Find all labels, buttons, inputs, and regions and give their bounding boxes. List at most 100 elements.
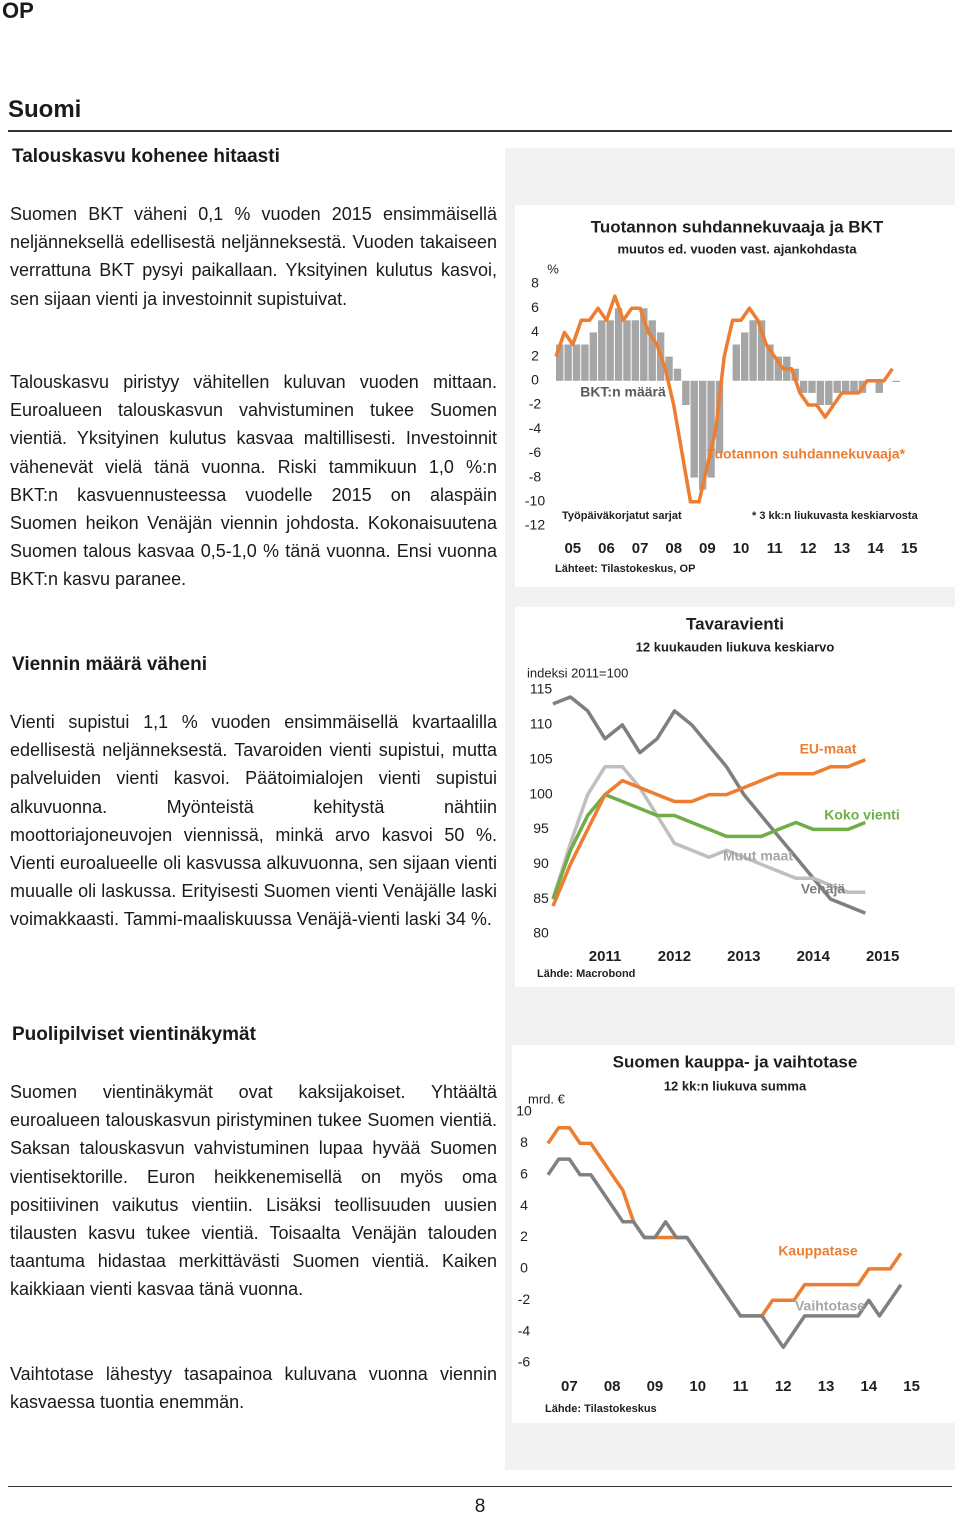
- chart-background: [515, 205, 955, 587]
- y-tick-label: 4: [531, 323, 539, 339]
- chart-source: Lähde: Tilastokeskus: [545, 1403, 657, 1415]
- x-tick-label: 2012: [658, 948, 691, 965]
- bar: [623, 320, 631, 381]
- x-tick-label: 2015: [866, 948, 899, 965]
- x-tick-label: 06: [598, 540, 615, 557]
- chart-note: Työpäiväkorjatut sarjat: [562, 510, 682, 522]
- y-tick-label: 105: [529, 750, 553, 766]
- x-tick-label: 13: [834, 540, 851, 557]
- y-tick-label: 4: [520, 1197, 528, 1213]
- x-tick-label: 2011: [589, 948, 622, 965]
- y-tick-label: 90: [533, 855, 549, 871]
- y-tick-label: -4: [518, 1322, 531, 1338]
- bar: [690, 380, 698, 478]
- x-tick-label: 07: [561, 1378, 578, 1395]
- x-tick-label: 10: [689, 1378, 706, 1395]
- bar: [614, 308, 623, 381]
- chart-subtitle: 12 kk:n liukuva summa: [664, 1078, 807, 1093]
- bar: [673, 368, 682, 381]
- series-line: [551, 758, 866, 907]
- bar: [749, 320, 757, 381]
- y-tick-label: 2: [531, 347, 539, 363]
- y-tick-label: 6: [531, 299, 539, 315]
- chart-title: Suomen kauppa- ja vaihtotase: [613, 1052, 858, 1071]
- bar: [774, 356, 783, 381]
- y-tick-label: 8: [531, 275, 539, 291]
- chart-source: Lähde: Macrobond: [537, 968, 635, 980]
- series-label: Venäjä: [801, 881, 846, 897]
- y-tick-label: -8: [529, 468, 542, 484]
- chart-note: * 3 kk:n liukuvasta keskiarvosta: [752, 510, 919, 522]
- bar: [648, 320, 656, 381]
- bar: [572, 344, 581, 381]
- bar: [682, 380, 690, 405]
- bar: [766, 344, 774, 381]
- y-tick-label: 115: [530, 681, 553, 697]
- paragraph: Vaihtotase lähestyy tasapainoa kuluvana …: [10, 1364, 497, 1413]
- rule: [8, 130, 952, 132]
- series-label: Muut maat: [723, 848, 793, 864]
- chart-subtitle: muutos ed. vuoden vast. ajankohdasta: [617, 241, 857, 256]
- y-tick-label: -10: [525, 493, 545, 509]
- bar: [825, 380, 833, 405]
- series-label: Koko vienti: [824, 807, 899, 823]
- bar: [698, 380, 707, 490]
- y-tick-label: 6: [520, 1165, 528, 1181]
- y-tick-label: 95: [533, 820, 549, 836]
- series-line: [554, 294, 894, 504]
- heading: Viennin määrä väheni: [12, 654, 208, 675]
- y-tick-label: -6: [518, 1354, 531, 1370]
- y-axis-label: %: [547, 261, 559, 276]
- x-tick-label: 15: [903, 1378, 920, 1395]
- x-tick-label: 14: [860, 1378, 877, 1395]
- y-tick-label: 2: [520, 1228, 528, 1244]
- bar: [732, 344, 740, 381]
- page-number: 8: [474, 1496, 486, 1517]
- section-title: Suomi: [8, 96, 82, 123]
- bar: [564, 344, 572, 381]
- y-tick-label: 100: [529, 785, 553, 801]
- y-tick-label: 8: [520, 1134, 528, 1150]
- series-label: Tuotannon suhdannekuvaaja*: [707, 446, 906, 462]
- paragraph: Suomen BKT väheni 0,1 % vuoden 2015 ensi…: [10, 204, 497, 309]
- chart-title: Tavaravienti: [686, 614, 784, 633]
- rule: [8, 1486, 952, 1487]
- y-tick-label: -4: [529, 420, 542, 436]
- x-tick-label: 08: [665, 540, 682, 557]
- bar: [665, 356, 673, 381]
- bar: [715, 380, 724, 454]
- bar: [581, 344, 589, 381]
- bar: [556, 344, 564, 381]
- y-axis-label: mrd. €: [528, 1091, 566, 1106]
- bar: [816, 380, 825, 405]
- chart-subtitle: 12 kuukauden liukuva keskiarvo: [636, 639, 835, 654]
- series-label: Vaihtotase: [795, 1298, 865, 1314]
- paragraph: Talouskasvu piristyy vähitellen kuluvan …: [10, 372, 497, 590]
- logo: OP: [2, 0, 34, 23]
- series-label: BKT:n määrä: [580, 384, 666, 400]
- y-tick-label: -6: [529, 444, 542, 460]
- series-line: [551, 764, 866, 900]
- y-axis-label: indeksi 2011=100: [527, 665, 628, 680]
- x-tick-label: 2014: [797, 948, 831, 965]
- y-tick-label: -2: [529, 396, 542, 412]
- bar: [589, 332, 598, 381]
- y-tick-label: 110: [530, 716, 553, 732]
- series-label: Kauppatase: [778, 1243, 858, 1259]
- x-tick-label: 14: [867, 540, 884, 557]
- heading: Talouskasvu kohenee hitaasti: [12, 146, 280, 167]
- x-tick-label: 07: [632, 540, 649, 557]
- series-label: EU-maat: [800, 741, 857, 757]
- paragraph: Vienti supistui 1,1 % vuoden ensimmäisel…: [10, 712, 497, 930]
- bar: [606, 320, 614, 381]
- bar: [808, 380, 816, 393]
- y-tick-label: -12: [525, 517, 545, 533]
- heading: Puolipilviset vientinäkymät: [12, 1024, 256, 1045]
- x-tick-label: 2013: [727, 948, 760, 965]
- bar: [757, 320, 766, 381]
- x-tick-label: 11: [733, 1378, 749, 1395]
- y-tick-label: 0: [531, 372, 539, 388]
- chart-source: Lähteet: Tilastokeskus, OP: [555, 563, 695, 575]
